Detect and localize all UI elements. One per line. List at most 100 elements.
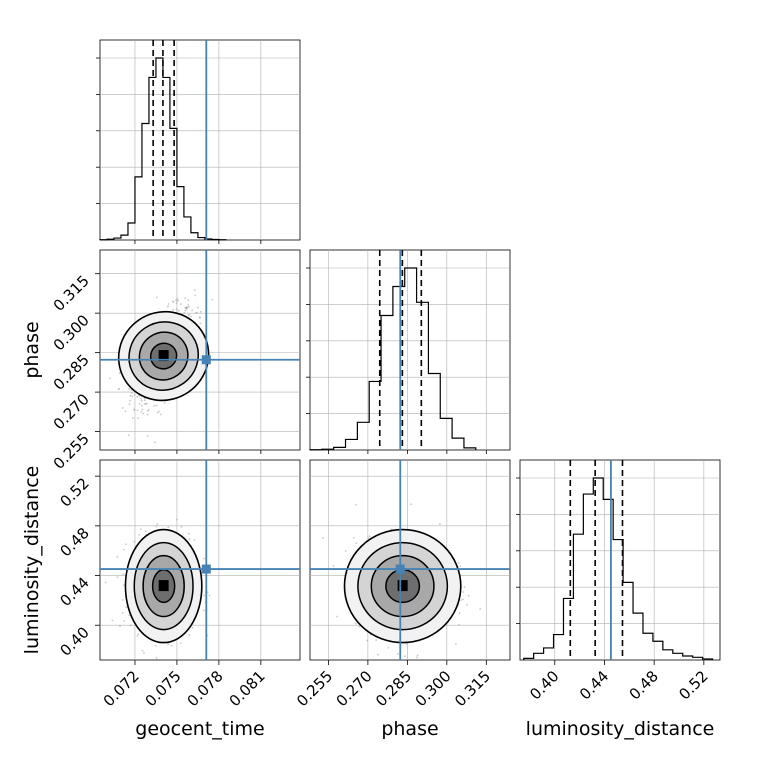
y-tick-label: 0.44 bbox=[56, 574, 92, 610]
sample-point bbox=[170, 644, 173, 647]
sample-point bbox=[208, 594, 211, 597]
sample-point bbox=[462, 598, 464, 601]
y-tick-label: 0.315 bbox=[50, 272, 93, 315]
sample-point bbox=[387, 646, 390, 649]
sample-point bbox=[459, 565, 462, 568]
sample-point bbox=[439, 522, 441, 525]
x-tick-label: 0.44 bbox=[576, 667, 612, 703]
sample-point bbox=[176, 297, 179, 300]
sample-point bbox=[193, 539, 196, 542]
density-peak bbox=[158, 580, 169, 592]
sample-point bbox=[465, 603, 468, 606]
sample-point bbox=[129, 394, 132, 397]
sample-point bbox=[416, 656, 418, 659]
sample-point bbox=[144, 530, 147, 533]
sample-point bbox=[147, 409, 150, 411]
sample-point bbox=[376, 653, 379, 656]
sample-point bbox=[142, 412, 145, 415]
sample-point bbox=[458, 612, 461, 615]
y-tick-label: 0.52 bbox=[56, 474, 92, 510]
histogram-luminosity_distance bbox=[523, 477, 714, 660]
sample-point bbox=[180, 525, 183, 528]
sample-point bbox=[138, 533, 140, 536]
sample-point bbox=[172, 300, 175, 303]
sample-point bbox=[159, 413, 162, 416]
sample-point bbox=[137, 633, 140, 636]
y-tick-label: 0.48 bbox=[56, 524, 92, 560]
sample-point bbox=[156, 296, 158, 299]
sample-point bbox=[146, 413, 149, 416]
sample-point bbox=[163, 401, 166, 404]
x-tick-label: 0.48 bbox=[626, 667, 662, 703]
sample-point bbox=[203, 594, 205, 597]
sample-point bbox=[132, 417, 134, 419]
sample-point bbox=[187, 299, 190, 302]
sample-point bbox=[375, 639, 378, 641]
sample-point bbox=[143, 652, 145, 654]
sample-point bbox=[184, 297, 187, 300]
sample-point bbox=[139, 528, 142, 531]
sample-point bbox=[136, 409, 139, 412]
sample-point bbox=[354, 622, 357, 625]
sample-point bbox=[143, 399, 146, 402]
sample-point bbox=[199, 317, 201, 319]
y-tick-label: 0.270 bbox=[50, 390, 93, 433]
sample-point bbox=[211, 298, 214, 301]
y-tick-label: 0.255 bbox=[50, 430, 93, 473]
sample-point bbox=[141, 408, 144, 411]
sample-point bbox=[133, 393, 136, 396]
sample-point bbox=[146, 402, 148, 405]
sample-point bbox=[133, 408, 136, 411]
panel-phase-hist bbox=[306, 249, 511, 451]
sample-point bbox=[187, 314, 190, 316]
sample-point bbox=[122, 598, 124, 601]
sample-point bbox=[146, 434, 149, 437]
x-tick-label: 0.285 bbox=[372, 667, 415, 710]
sample-point bbox=[367, 537, 370, 540]
sample-point bbox=[196, 311, 199, 314]
sample-point bbox=[133, 540, 136, 543]
sample-point bbox=[167, 303, 170, 305]
density-peak bbox=[158, 350, 169, 362]
sample-point bbox=[463, 585, 466, 588]
x-tick-label: 0.52 bbox=[675, 667, 711, 703]
sample-point bbox=[184, 309, 187, 312]
sample-point bbox=[122, 573, 125, 576]
ylabel-phase: phase bbox=[21, 321, 43, 378]
sample-point bbox=[197, 306, 199, 309]
sample-point bbox=[167, 643, 170, 646]
sample-point bbox=[416, 654, 419, 657]
sample-point bbox=[128, 388, 131, 390]
sample-point bbox=[177, 299, 180, 302]
sample-point bbox=[153, 404, 156, 407]
sample-point bbox=[121, 407, 124, 409]
y-tick-label: 0.40 bbox=[56, 623, 92, 659]
sample-point bbox=[336, 615, 338, 618]
truth-marker bbox=[395, 564, 405, 574]
sample-point bbox=[199, 310, 202, 313]
sample-point bbox=[355, 542, 358, 545]
sample-point bbox=[179, 303, 182, 305]
sample-point bbox=[123, 620, 126, 622]
sample-point bbox=[136, 396, 139, 398]
sample-point bbox=[405, 642, 408, 645]
sample-point bbox=[322, 537, 325, 539]
sample-point bbox=[177, 309, 180, 312]
sample-point bbox=[191, 626, 194, 629]
sample-point bbox=[157, 410, 160, 413]
sample-point bbox=[460, 599, 462, 601]
sample-point bbox=[124, 410, 127, 413]
sample-point bbox=[116, 556, 119, 558]
x-tick-label: 0.315 bbox=[451, 667, 494, 710]
sample-point bbox=[125, 606, 128, 608]
sample-point bbox=[140, 410, 143, 413]
sample-point bbox=[193, 289, 196, 292]
sample-point bbox=[187, 532, 190, 535]
sample-point bbox=[124, 543, 127, 546]
sample-point bbox=[154, 644, 157, 647]
sample-point bbox=[176, 518, 178, 521]
sample-point bbox=[479, 608, 482, 610]
sample-point bbox=[129, 399, 132, 402]
x-tick-label: 0.300 bbox=[412, 667, 455, 710]
